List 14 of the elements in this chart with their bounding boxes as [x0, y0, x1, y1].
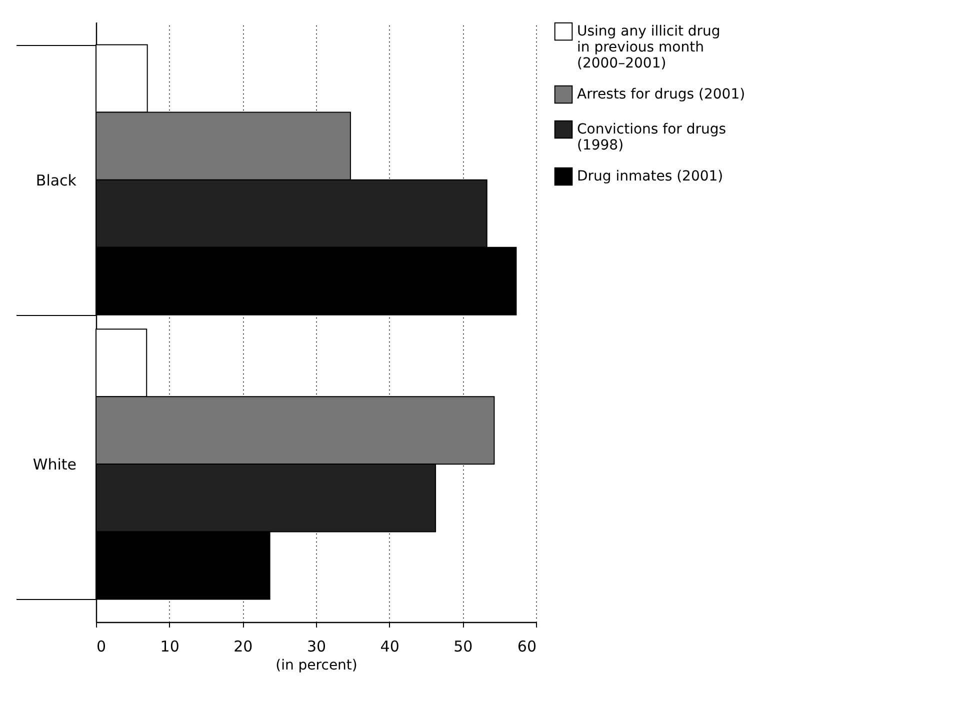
x-tick-label: 50 — [454, 638, 473, 656]
legend-label: Using any illicit drug in previous month (2000–2001) — [577, 24, 720, 72]
x-axis-title: (in percent) — [276, 658, 358, 674]
x-tick-label: 10 — [160, 638, 180, 656]
x-tick-label: 0 — [96, 638, 106, 656]
x-tick-label: 40 — [380, 638, 400, 656]
legend-label: Convictions for drugs (1998) — [577, 122, 726, 154]
x-tick-label: 30 — [306, 638, 326, 656]
y-tick-label: Black — [36, 171, 77, 190]
x-tick-label: 60 — [517, 638, 536, 656]
x-tick-label: 20 — [234, 638, 253, 656]
y-tick-label: White — [32, 456, 76, 474]
legend-label: Drug inmates (2001) — [577, 168, 724, 184]
legend-label: Arrests for drugs (2001) — [577, 86, 746, 102]
